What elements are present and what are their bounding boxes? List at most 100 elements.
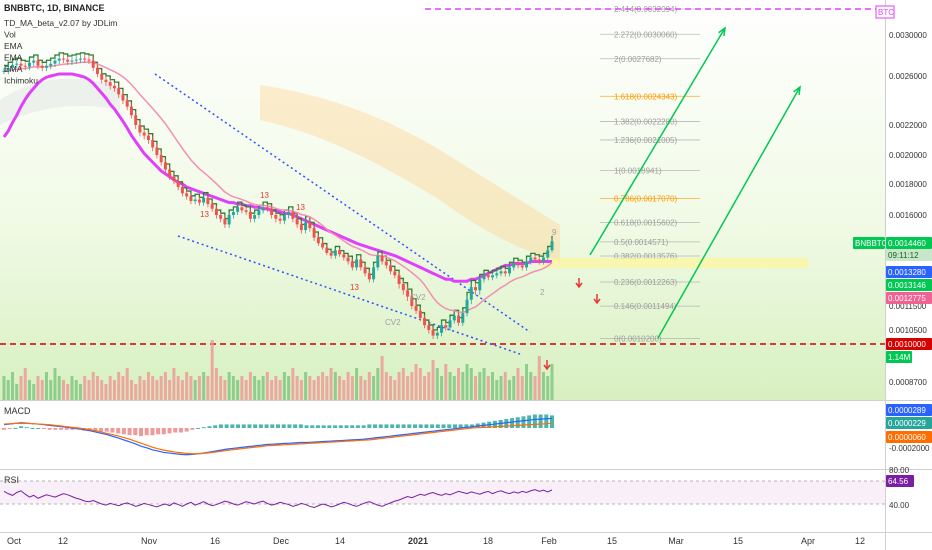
volume-bar: [321, 372, 325, 400]
macd-histogram-bar: [298, 424, 303, 428]
ichimoku-cloud: [260, 85, 560, 262]
td-annotation: 13: [296, 203, 305, 212]
macd-histogram-bar: [144, 428, 149, 436]
projection-arrow-head: [793, 85, 801, 96]
x-tick-label: 12: [58, 536, 68, 546]
rsi-y-tick-label: 80.00: [889, 466, 910, 475]
macd-histogram-bar: [30, 428, 35, 429]
macd-line: [3, 417, 553, 456]
candle-body: [355, 259, 359, 268]
support-badge-bg: [886, 338, 932, 350]
candle-body: [172, 176, 176, 182]
volume-bar: [474, 376, 478, 400]
volume-bar: [469, 368, 473, 400]
volume-bar: [23, 368, 27, 400]
volume-bar: [435, 368, 439, 400]
macd-histogram-bar: [315, 425, 320, 428]
currency-badge-border: [875, 5, 895, 19]
macd-histogram-bar: [156, 428, 161, 435]
macd-histogram-bar: [373, 424, 378, 428]
candle-body: [265, 207, 269, 209]
candle-body: [32, 60, 36, 63]
macd-histogram-bar: [213, 425, 218, 428]
currency-badge: BTC: [878, 8, 894, 17]
candle-body: [440, 325, 444, 333]
volume-bar: [372, 376, 376, 400]
candle-body: [151, 140, 155, 148]
macd-histogram-bar: [344, 425, 349, 428]
candle-body: [384, 261, 388, 266]
macd-histogram-bar: [418, 424, 423, 428]
volume-bar: [95, 376, 99, 400]
volume-bar: [355, 368, 359, 400]
macd-y-tick-label: -0.0002000: [889, 444, 930, 453]
ema-green-badge: 0.0013146: [888, 281, 926, 290]
volume-bar: [316, 376, 320, 400]
fib-level-label: 0(0.0010200): [614, 334, 662, 343]
macd-histogram-bar: [150, 428, 155, 436]
candle-body: [155, 147, 159, 155]
volume-bar: [550, 364, 554, 400]
candle-body: [478, 279, 482, 291]
candle-body: [452, 315, 456, 321]
volume-bar: [134, 384, 138, 400]
candle-body: [491, 275, 495, 278]
macd-histogram-bar: [184, 428, 189, 432]
volume-bar: [401, 368, 405, 400]
candle-body: [342, 254, 346, 258]
fib-level-label: 1.618(0.0024343): [614, 92, 678, 101]
volume-bar: [542, 372, 545, 400]
candle-body: [333, 250, 337, 256]
countdown-badge: 09:11:12: [888, 251, 919, 260]
volume-bar: [202, 372, 206, 400]
volume-bar: [278, 380, 282, 400]
candle-body: [461, 313, 465, 323]
volume-bar: [427, 372, 431, 400]
candle-body: [49, 63, 53, 66]
volume-bar: [465, 364, 469, 400]
macd-histogram-bar: [401, 424, 406, 428]
x-tick-label: 16: [210, 536, 220, 546]
candle-body: [338, 250, 342, 255]
macd-histogram-bar: [390, 424, 395, 428]
volume-bar: [2, 376, 6, 400]
volume-bar: [338, 376, 342, 400]
fib-level-label: 2.272(0.0030060): [614, 30, 678, 39]
candle-body: [312, 228, 316, 238]
candle-body: [503, 271, 507, 274]
wedge-upper-line: [154, 73, 531, 333]
x-tick-label: 18: [483, 536, 493, 546]
candle-body: [508, 267, 512, 274]
candle-body: [410, 296, 414, 306]
macd-title: MACD: [4, 406, 31, 416]
candle-body: [95, 67, 99, 74]
candle-body: [227, 215, 231, 225]
candle-body: [482, 275, 486, 280]
macd-histogram-bar: [64, 428, 69, 430]
volume-bar: [219, 376, 223, 400]
candle-body: [376, 255, 380, 268]
macd-histogram-bar: [447, 424, 452, 428]
macd-histogram-bar: [384, 424, 389, 428]
td-annotation: 13: [200, 210, 209, 219]
ema-green-badge-bg: [886, 279, 932, 291]
macd-histogram-bar: [19, 426, 24, 428]
candle-body: [274, 215, 278, 219]
macd-histogram-bar: [538, 414, 543, 428]
candle-body: [261, 207, 265, 211]
candle-body: [176, 181, 180, 188]
candle-body: [125, 100, 129, 107]
y-tick-label: 0.0020000: [889, 151, 927, 160]
volume-bar: [482, 368, 486, 400]
volume-bar: [287, 376, 291, 400]
macd-histogram-bar: [127, 428, 132, 436]
candle-body: [57, 58, 61, 61]
indicator-label: EMA: [4, 64, 23, 74]
candle-body: [359, 259, 363, 268]
macd-histogram-bar: [161, 428, 166, 435]
volume-bar: [70, 376, 74, 400]
volume-bar: [546, 376, 550, 400]
volume-bar: [376, 368, 380, 400]
volume-bar: [418, 368, 422, 400]
